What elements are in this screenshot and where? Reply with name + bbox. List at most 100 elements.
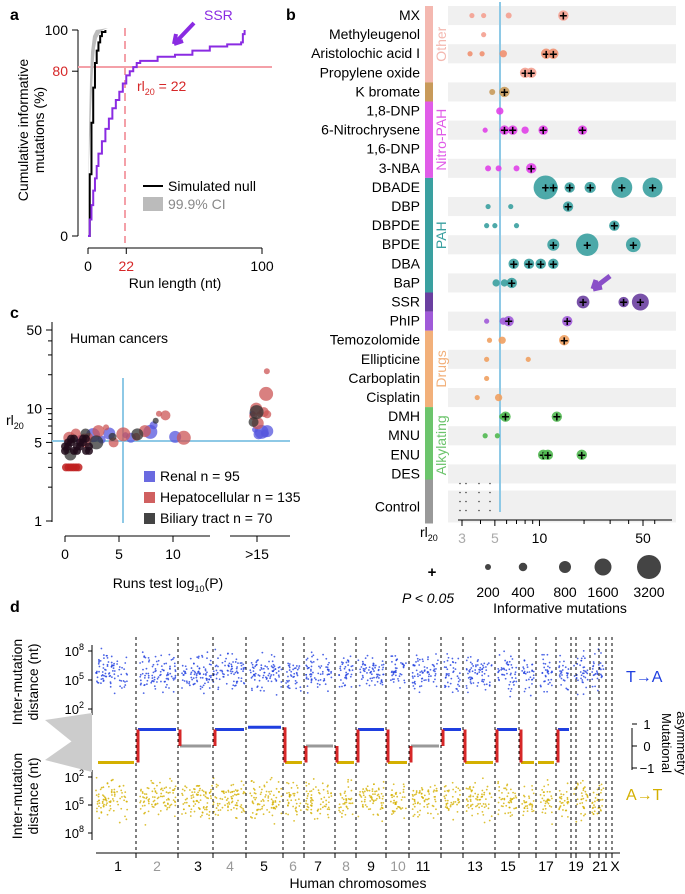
at-mutation <box>391 813 393 816</box>
control-dot <box>465 509 467 512</box>
ta-mutation <box>172 656 175 659</box>
ta-mutation <box>259 669 262 671</box>
at-mutation <box>580 819 583 822</box>
ta-mutation <box>292 664 295 667</box>
cancer-point-cluster <box>79 434 87 443</box>
cancer-point <box>263 410 272 419</box>
at-mutation <box>378 797 381 799</box>
at-mutation <box>434 800 437 803</box>
ta-mutation <box>288 687 291 690</box>
ta-mutation <box>586 678 589 681</box>
b-xtick-label: 3 <box>458 530 466 546</box>
ta-mutation <box>173 665 176 668</box>
group-bar <box>425 407 433 484</box>
size-legend-title: Informative mutations <box>493 600 627 616</box>
ta-mutation <box>550 678 553 681</box>
ta-mutation <box>141 651 144 654</box>
at-mutation <box>350 789 353 792</box>
at-mutation <box>338 806 341 809</box>
significance-mark: + <box>579 294 587 310</box>
at-mutation <box>185 786 188 789</box>
at-mutation <box>343 802 346 805</box>
row-label: BaP <box>394 274 420 290</box>
row-label: Cisplatin <box>366 389 420 405</box>
at-mutation <box>445 802 448 805</box>
at-mutation <box>576 798 579 801</box>
ta-mutation <box>123 668 126 671</box>
at-mutation <box>567 800 570 803</box>
at-mutation <box>227 809 229 812</box>
bottom-ylabel-2: distance (nt) <box>25 757 41 834</box>
at-mutation <box>458 789 461 792</box>
at-mutation <box>576 803 579 806</box>
at-mutation <box>111 798 114 800</box>
ta-mutation <box>154 668 157 670</box>
ta-mutation <box>234 661 237 663</box>
ta-mutation <box>563 679 566 682</box>
at-mutation <box>467 803 469 806</box>
ta-mutation <box>97 662 100 665</box>
at-mutation <box>543 785 546 788</box>
at-mutation <box>309 801 312 803</box>
ta-mutation <box>413 687 416 690</box>
ta-mutation <box>330 676 333 679</box>
at-mutation <box>541 811 544 814</box>
row-band <box>448 273 676 293</box>
ta-mutation <box>488 684 491 686</box>
at-mutation <box>205 808 208 811</box>
ta-mutation <box>98 670 100 673</box>
top-ylabel-2: distance (nt) <box>25 643 41 720</box>
ta-mutation <box>391 660 393 663</box>
at-mutation <box>505 788 508 791</box>
at-mutation <box>402 788 405 791</box>
at-mutation <box>374 799 377 802</box>
panel-a-letter: a <box>10 7 19 24</box>
at-mutation <box>370 795 373 798</box>
at-mutation <box>449 805 452 808</box>
at-mutation <box>193 788 195 790</box>
at-mutation <box>211 784 213 787</box>
at-mutation <box>113 788 116 791</box>
ta-mutation <box>419 671 422 674</box>
a-ytick-label: 100 <box>45 22 69 38</box>
ta-mutation <box>207 681 210 684</box>
sample-point <box>521 126 529 134</box>
at-mutation <box>106 802 108 805</box>
at-mutation <box>377 788 380 791</box>
at-mutation <box>323 805 326 808</box>
ta-mutation <box>357 659 360 662</box>
ta-mutation <box>280 668 283 671</box>
at-mutation <box>152 806 155 809</box>
at-mutation <box>392 812 395 814</box>
ta-mutation <box>254 672 257 675</box>
bottom-label: A→T <box>626 787 663 804</box>
at-mutation <box>237 799 239 802</box>
legend-ci-swatch <box>143 197 163 211</box>
at-mutation <box>240 804 243 806</box>
at-mutation <box>97 793 100 796</box>
at-mutation <box>141 804 144 807</box>
ta-mutation <box>317 679 320 682</box>
at-mutation <box>395 803 397 806</box>
significance-mark: + <box>549 237 557 253</box>
at-mutation <box>120 789 123 792</box>
at-mutation <box>560 802 563 804</box>
chromosome-label: 4 <box>226 858 234 874</box>
ta-mutation <box>471 677 474 680</box>
significance-mark: + <box>553 409 561 425</box>
ta-mutation <box>206 671 208 674</box>
at-mutation <box>449 804 452 807</box>
ta-mutation <box>372 664 374 667</box>
ta-mutation <box>235 667 238 670</box>
ta-mutation <box>344 665 347 668</box>
panel-a-lines <box>88 30 246 237</box>
ta-mutation <box>546 690 549 693</box>
significance-mark: + <box>564 199 572 215</box>
at-mutation <box>222 791 225 793</box>
significance-mark: + <box>510 256 518 272</box>
at-mutation <box>470 804 473 807</box>
at-mutation <box>330 792 332 795</box>
ta-mutation <box>446 653 449 655</box>
top-label: T→A <box>626 669 663 686</box>
at-mutation <box>486 785 489 788</box>
